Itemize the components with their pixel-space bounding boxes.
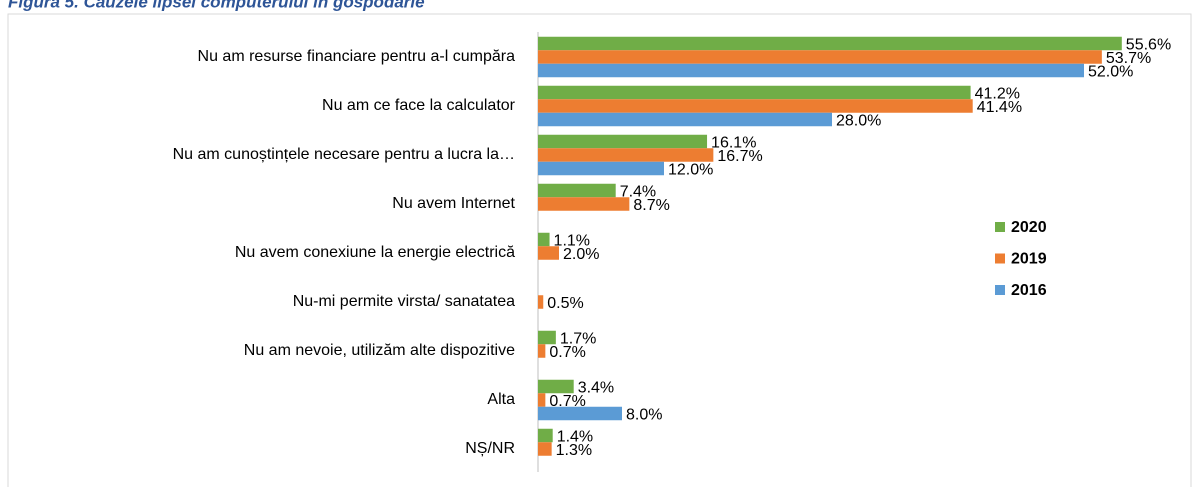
value-label: 16.1%	[711, 135, 756, 152]
value-label: 12.0%	[668, 162, 713, 179]
value-label: 52.0%	[1088, 64, 1133, 81]
bar	[538, 330, 556, 345]
value-label: 16.7%	[717, 148, 762, 165]
category-label: Nu am ce face la calculator	[322, 97, 516, 114]
category-label: Alta	[487, 391, 515, 408]
value-label: 41.4%	[977, 99, 1022, 116]
bar	[538, 36, 1122, 51]
value-label: 28.0%	[836, 113, 881, 130]
value-label: 53.7%	[1106, 50, 1151, 67]
value-label: 1.3%	[556, 442, 592, 459]
legend-swatch	[995, 285, 1005, 295]
bar	[538, 428, 553, 443]
chart-title: Figura 5. Cauzele lipsei computerului în…	[8, 0, 425, 11]
bar	[538, 99, 973, 113]
value-label: 0.7%	[549, 393, 585, 410]
bar	[538, 246, 559, 260]
bar	[538, 112, 832, 127]
bar	[538, 393, 546, 407]
bar	[538, 63, 1084, 78]
category-label: Nu avem conexiune la energie electrică	[235, 244, 515, 261]
bar	[538, 295, 544, 309]
value-label: 55.6%	[1126, 37, 1171, 54]
bar	[538, 344, 546, 358]
category-label: Nu-mi permite virsta/ sanatatea	[293, 293, 515, 310]
legend-swatch	[995, 222, 1005, 232]
value-label: 1.1%	[554, 233, 590, 250]
category-label: Nu am resurse financiare pentru a-l cump…	[198, 48, 516, 65]
chart-border	[7, 13, 1192, 487]
value-label: 41.2%	[975, 86, 1020, 103]
value-label: 2.0%	[563, 246, 599, 263]
value-label: 7.4%	[620, 184, 656, 201]
category-label: Nu am nevoie, utilizăm alte dispozitive	[244, 342, 515, 359]
bar	[538, 406, 622, 421]
value-label: 3.4%	[578, 380, 614, 397]
category-label: Nu avem Internet	[392, 195, 515, 212]
bar	[538, 85, 971, 100]
bar	[538, 161, 664, 176]
value-label: 8.0%	[626, 407, 662, 424]
bar	[538, 183, 616, 198]
bar	[538, 379, 574, 394]
bar	[538, 148, 714, 162]
value-label: 0.7%	[549, 344, 585, 361]
legend-label: 2019	[1011, 251, 1047, 268]
bar	[538, 232, 550, 247]
bar	[538, 50, 1102, 64]
category-label: NȘ/NR	[465, 440, 515, 457]
value-label: 1.7%	[560, 331, 596, 348]
legend-label: 2020	[1011, 219, 1047, 236]
bar	[538, 197, 630, 211]
bar	[538, 442, 552, 456]
bar	[538, 134, 708, 149]
legend-swatch	[995, 253, 1005, 264]
value-label: 1.4%	[557, 429, 593, 446]
category-label: Nu am cunoștințele necesare pentru a luc…	[173, 146, 515, 163]
value-label: 0.5%	[547, 295, 583, 312]
legend-label: 2016	[1011, 282, 1047, 299]
value-label: 8.7%	[633, 197, 669, 214]
